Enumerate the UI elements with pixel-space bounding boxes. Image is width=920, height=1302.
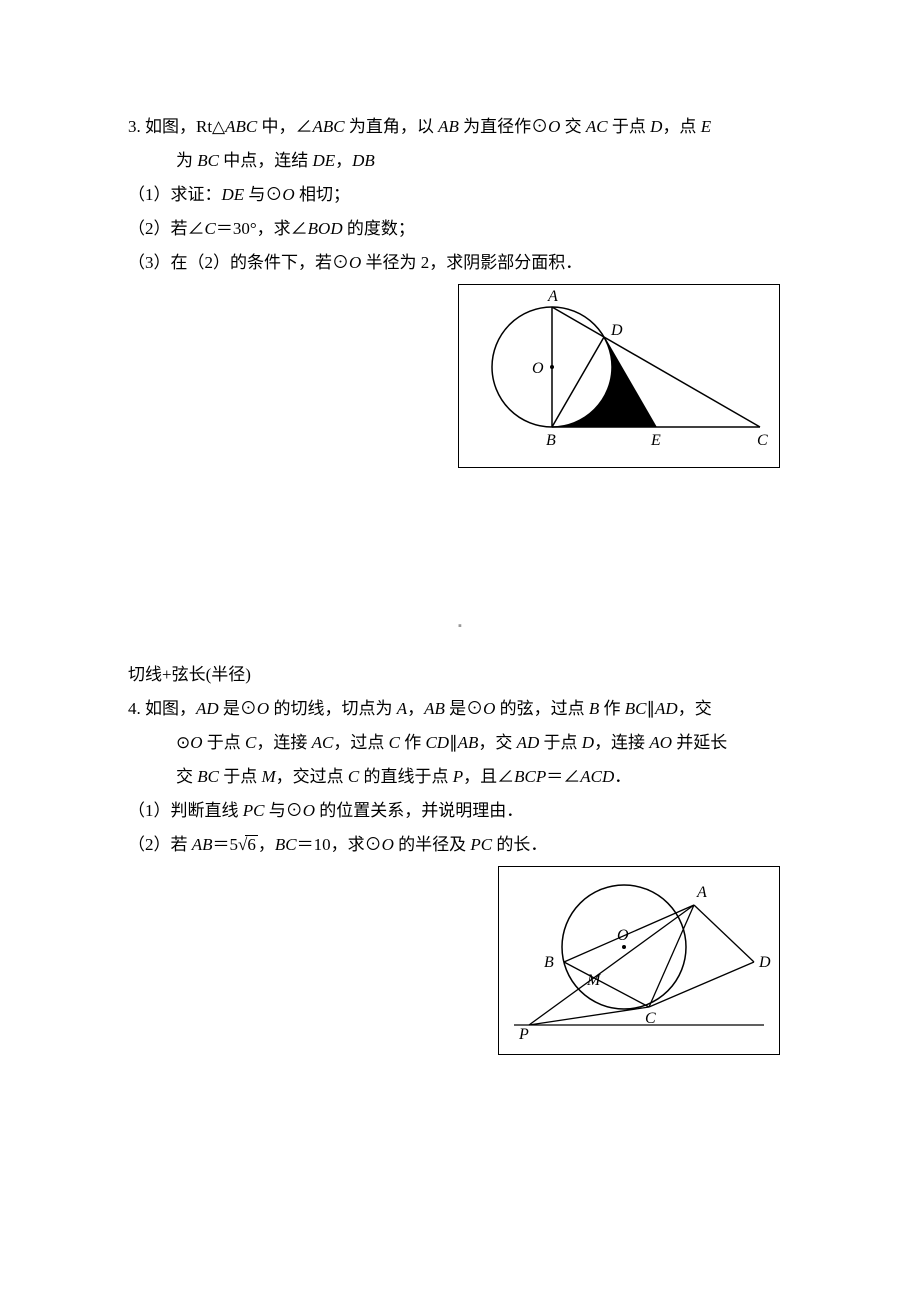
- figure-1-svg: A D O B E C: [459, 285, 779, 455]
- problem-4-number: 4.: [128, 699, 141, 718]
- svg-text:A: A: [696, 884, 707, 901]
- problem-4-part-2: （2）若 AB＝5√6，BC＝10，求⊙O 的半径及 PC 的长．: [128, 828, 800, 862]
- problem-4-stem-line3: 交 BC 于点 M，交过点 C 的直线于点 P，且∠BCP＝∠ACD．: [128, 760, 800, 794]
- section-label: 切线+弦长(半径): [128, 658, 800, 692]
- svg-text:D: D: [758, 954, 771, 971]
- svg-text:C: C: [757, 432, 768, 449]
- figure-2-box: A O B M C D P: [498, 866, 780, 1055]
- figure-2-wrap: A O B M C D P: [128, 866, 800, 1055]
- svg-text:C: C: [645, 1010, 656, 1027]
- svg-text:P: P: [518, 1026, 529, 1042]
- problem-4-stem-line1: 4. 如图，AD 是⊙O 的切线，切点为 A，AB 是⊙O 的弦，过点 B 作 …: [128, 692, 800, 726]
- problem-4-part-1: （1）判断直线 PC 与⊙O 的位置关系，并说明理由．: [128, 794, 800, 828]
- svg-text:B: B: [544, 954, 554, 971]
- problem-3-stem-line2: 为 BC 中点，连结 DE，DB: [128, 144, 800, 178]
- figure-1-wrap: A D O B E C: [128, 284, 800, 468]
- problem-3-stem-line1: 3. 如图，Rt△ABC 中，∠ABC 为直角，以 AB 为直径作⊙O 交 AC…: [128, 110, 800, 144]
- problem-4-stem-line2: ⊙O 于点 C，连接 AC，过点 C 作 CD∥AB，交 AD 于点 D，连接 …: [128, 726, 800, 760]
- svg-text:E: E: [650, 432, 661, 449]
- problem-3-part-1: （1）求证：DE 与⊙O 相切；: [128, 178, 800, 212]
- svg-text:D: D: [610, 322, 623, 339]
- page-marker: ▪: [0, 620, 920, 632]
- problem-3-number: 3.: [128, 117, 141, 136]
- figure-2-svg: A O B M C D P: [499, 867, 779, 1042]
- problem-3-part-2: （2）若∠C＝30°，求∠BOD 的度数；: [128, 212, 800, 246]
- svg-text:A: A: [547, 288, 558, 305]
- svg-text:M: M: [586, 972, 602, 989]
- problem-3-part-3: （3）在（2）的条件下，若⊙O 半径为 2，求阴影部分面积．: [128, 246, 800, 280]
- svg-text:O: O: [532, 360, 544, 377]
- page-content: 3. 如图，Rt△ABC 中，∠ABC 为直角，以 AB 为直径作⊙O 交 AC…: [0, 0, 920, 1115]
- svg-text:O: O: [617, 927, 629, 944]
- figure-1-box: A D O B E C: [458, 284, 780, 468]
- svg-text:B: B: [546, 432, 556, 449]
